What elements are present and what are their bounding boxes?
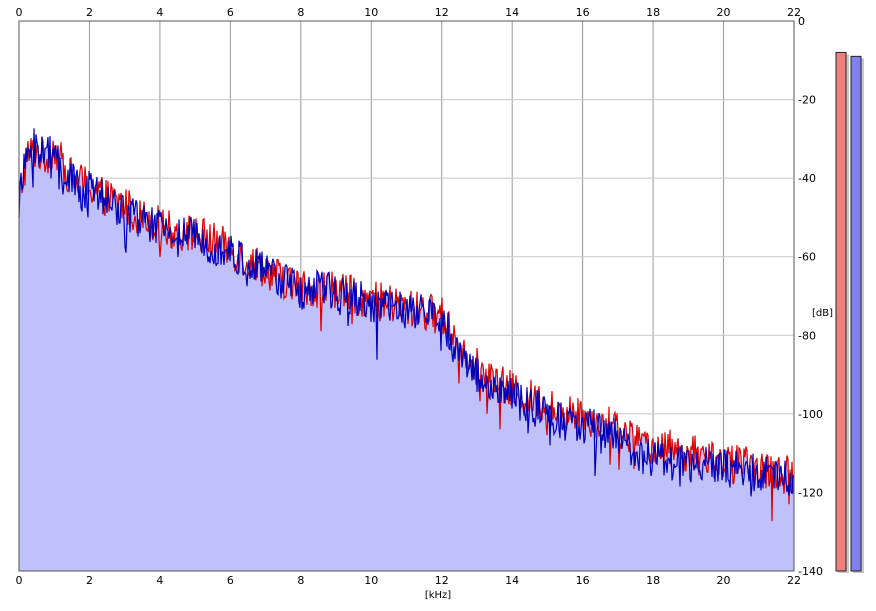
x-tick-label-top: 14 [505, 6, 519, 19]
x-tick-label-bottom: 22 [787, 574, 801, 587]
y-tick-label: -20 [798, 94, 816, 107]
x-tick-label-bottom: 10 [364, 574, 378, 587]
x-tick-label-top: 12 [435, 6, 449, 19]
spectrum-fill-area [19, 128, 794, 572]
plot-border [18, 20, 795, 572]
x-tick-label-top: 4 [156, 6, 163, 19]
x-tick-label-bottom: 14 [505, 574, 519, 587]
x-tick-label-bottom: 2 [86, 574, 93, 587]
x-tick-label-bottom: 18 [646, 574, 660, 587]
x-tick-label-bottom: 16 [576, 574, 590, 587]
y-tick-label: -100 [798, 408, 823, 421]
x-tick-label-bottom: 8 [297, 574, 304, 587]
x-tick-label-top: 20 [717, 6, 731, 19]
y-tick-label: -80 [798, 329, 816, 342]
y-tick-label: -140 [798, 565, 823, 578]
x-axis-bottom-tick-labels: 0 2 4 6 8 10 12 14 16 18 20 22 [16, 574, 802, 587]
x-tick-label-top: 16 [576, 6, 590, 19]
x-axis-label: [kHz] [425, 590, 451, 601]
y-tick-label: 0 [798, 15, 805, 28]
x-tick-label-bottom: 20 [717, 574, 731, 587]
x-tick-label-top: 10 [364, 6, 378, 19]
x-tick-label-top: 18 [646, 6, 660, 19]
x-tick-label-top: 0 [16, 6, 23, 19]
x-tick-label-bottom: 12 [435, 574, 449, 587]
x-tick-label-bottom: 6 [227, 574, 234, 587]
y-tick-label: -120 [798, 486, 823, 499]
x-tick-label-bottom: 0 [16, 574, 23, 587]
level-meters [835, 51, 864, 574]
y-tick-label: -60 [798, 251, 816, 264]
x-axis-top-tick-labels: 0 2 4 6 8 10 12 14 16 18 20 22 [16, 6, 802, 19]
level-meter-bar [835, 51, 847, 572]
series-line-blue [18, 128, 795, 497]
y-axis-label: [dB] [812, 308, 833, 319]
x-tick-label-top: 2 [86, 6, 93, 19]
x-tick-label-top: 6 [227, 6, 234, 19]
x-tick-label-top: 8 [297, 6, 304, 19]
level-meter-bar [850, 55, 862, 572]
y-tick-label: -40 [798, 172, 816, 185]
x-tick-label-top: 22 [787, 6, 801, 19]
y-axis-tick-labels: 0 -20 -40 -60 -80 -100 -120 -140 [798, 15, 823, 578]
x-tick-label-bottom: 4 [156, 574, 163, 587]
